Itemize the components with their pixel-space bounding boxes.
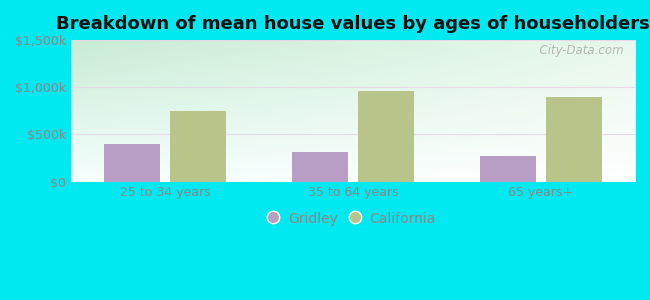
Bar (546, 97, 602, 182)
Bar (292, 152, 348, 182)
Bar (358, 92, 414, 182)
Text: City-Data.com: City-Data.com (532, 44, 624, 57)
Bar (480, 156, 536, 182)
Bar (104, 144, 161, 182)
Legend: Gridley, California: Gridley, California (265, 206, 441, 231)
Title: Breakdown of mean house values by ages of householders: Breakdown of mean house values by ages o… (56, 15, 650, 33)
Bar (170, 111, 226, 182)
